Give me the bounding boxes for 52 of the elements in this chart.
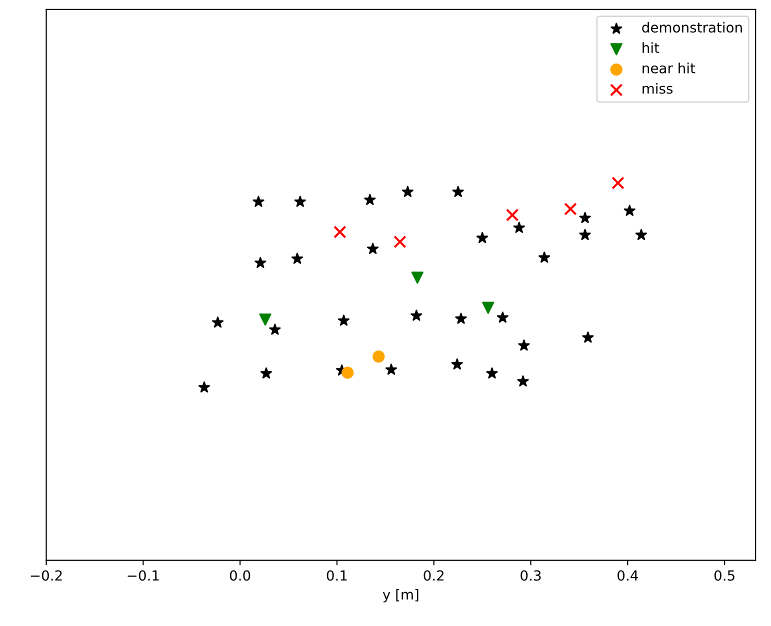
point <box>411 272 424 284</box>
point <box>212 316 224 328</box>
point <box>367 242 379 254</box>
x-tick-label: 0.0 <box>230 570 250 581</box>
point <box>476 232 488 244</box>
point <box>486 367 498 379</box>
point <box>624 204 636 216</box>
point <box>252 196 264 207</box>
point <box>517 375 529 386</box>
x-axis-title: y [m] <box>382 588 418 602</box>
point <box>198 381 210 393</box>
x-tick-label: 0.5 <box>714 570 734 581</box>
point <box>394 235 406 248</box>
point <box>338 314 350 326</box>
point <box>635 228 648 240</box>
point <box>342 366 354 379</box>
point <box>564 202 577 216</box>
point <box>269 324 281 335</box>
point <box>612 176 624 190</box>
point <box>254 256 266 268</box>
point <box>364 194 376 205</box>
point <box>538 252 550 263</box>
legend-label: hit <box>642 42 660 53</box>
legend-label: miss <box>642 83 673 94</box>
x-tick-label: −0.1 <box>128 570 159 581</box>
point <box>452 186 464 198</box>
point <box>482 302 494 314</box>
x-tick-label: 0.2 <box>424 570 444 581</box>
point <box>518 340 530 351</box>
point <box>291 252 304 264</box>
point <box>496 312 508 323</box>
point <box>513 222 525 233</box>
point <box>402 186 414 198</box>
x-tick-label: −0.2 <box>30 570 62 581</box>
point <box>333 226 346 238</box>
x-tick-label: 0.3 <box>520 570 541 581</box>
x-tick-label: 0.1 <box>326 570 347 581</box>
x-tick-label: 0.4 <box>618 570 638 581</box>
point <box>260 367 272 379</box>
point <box>506 208 519 222</box>
point <box>451 358 463 370</box>
point <box>372 350 385 363</box>
point <box>294 196 306 207</box>
point <box>582 332 594 343</box>
legend-label: near hit <box>642 62 696 74</box>
point <box>455 312 467 324</box>
point <box>410 310 422 321</box>
point <box>579 228 591 240</box>
legend-label: demonstration <box>642 22 742 33</box>
point <box>579 212 591 224</box>
point <box>259 313 272 326</box>
point <box>385 364 398 375</box>
